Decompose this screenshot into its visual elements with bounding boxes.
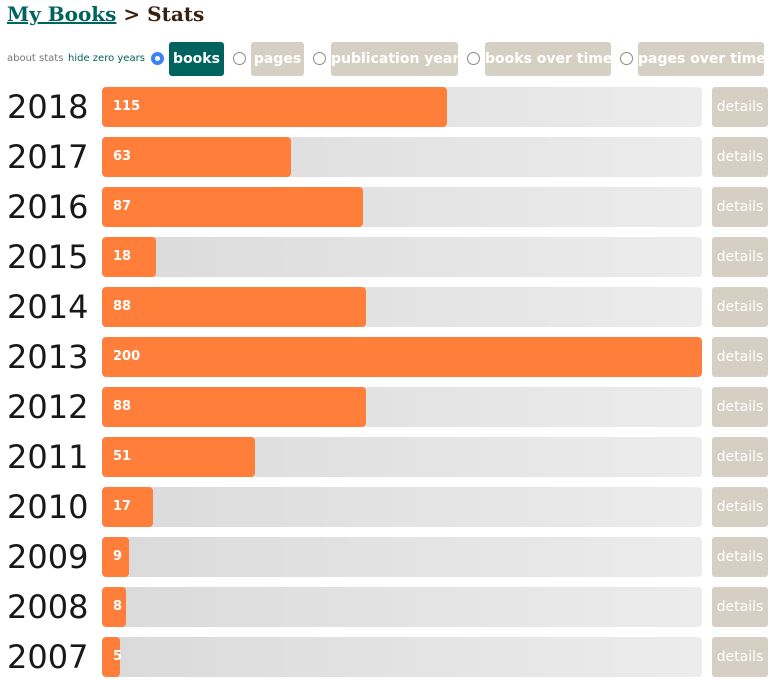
bar-2016 — [102, 187, 363, 227]
year-label: 2014 — [7, 288, 89, 326]
bar-2010 — [102, 487, 153, 527]
radio-books[interactable] — [151, 52, 164, 65]
bar-track: 9 — [102, 537, 702, 577]
year-row-2011: 2011 51 details — [0, 437, 772, 477]
stats-controls: about stats hide zero years books pages … — [0, 42, 772, 76]
details-button[interactable]: details — [712, 237, 768, 277]
details-button[interactable]: details — [712, 537, 768, 577]
year-label: 2013 — [7, 338, 89, 376]
bar-value-label: 115 — [113, 99, 141, 114]
bar-value-label: 5 — [113, 649, 123, 664]
tab-pages-over-time[interactable]: pages over time — [638, 42, 766, 76]
details-button[interactable]: details — [712, 487, 768, 527]
bar-2017 — [102, 137, 291, 177]
bar-track: 115 — [102, 87, 702, 127]
bar-value-label: 17 — [113, 499, 132, 514]
year-row-2017: 2017 63 details — [0, 137, 772, 177]
radio-publication-year[interactable] — [313, 52, 326, 65]
year-label: 2009 — [7, 538, 89, 576]
bar-2008 — [102, 587, 126, 627]
radio-pages-over-time[interactable] — [620, 52, 633, 65]
tab-pages[interactable]: pages — [251, 42, 304, 76]
details-button[interactable]: details — [712, 287, 768, 327]
about-stats-link[interactable]: about stats — [7, 53, 64, 64]
year-row-2015: 2015 18 details — [0, 237, 772, 277]
year-label: 2018 — [7, 88, 89, 126]
breadcrumb: My Books > Stats — [7, 0, 204, 28]
bar-track: 88 — [102, 387, 702, 427]
bar-track: 17 — [102, 487, 702, 527]
bar-value-label: 18 — [113, 249, 132, 264]
tab-publication-year[interactable]: publication year — [331, 42, 459, 76]
year-label: 2015 — [7, 238, 89, 276]
bar-value-label: 87 — [113, 199, 132, 214]
bar-2009 — [102, 537, 129, 577]
breadcrumb-separator: > — [123, 2, 141, 26]
tab-books-over-time[interactable]: books over time — [485, 42, 612, 76]
bar-track: 200 — [102, 337, 702, 377]
year-row-2010: 2010 17 details — [0, 487, 772, 527]
bar-2007 — [102, 637, 120, 677]
year-label: 2016 — [7, 188, 89, 226]
bar-value-label: 63 — [113, 149, 132, 164]
bar-track: 63 — [102, 137, 702, 177]
bar-track: 87 — [102, 187, 702, 227]
details-button[interactable]: details — [712, 437, 768, 477]
year-row-2008: 2008 8 details — [0, 587, 772, 627]
bar-value-label: 88 — [113, 399, 132, 414]
my-books-link[interactable]: My Books — [7, 2, 117, 26]
bar-track: 18 — [102, 237, 702, 277]
year-row-2014: 2014 88 details — [0, 287, 772, 327]
bar-track: 51 — [102, 437, 702, 477]
year-label: 2008 — [7, 588, 89, 626]
bar-value-label: 8 — [113, 599, 123, 614]
bar-2012 — [102, 387, 366, 427]
details-button[interactable]: details — [712, 637, 768, 677]
year-row-2007: 2007 5 details — [0, 637, 772, 677]
year-row-2018: 2018 115 details — [0, 87, 772, 127]
year-label: 2012 — [7, 388, 89, 426]
year-row-2009: 2009 9 details — [0, 537, 772, 577]
details-button[interactable]: details — [712, 337, 768, 377]
year-row-2016: 2016 87 details — [0, 187, 772, 227]
bar-2018 — [102, 87, 447, 127]
details-button[interactable]: details — [712, 187, 768, 227]
bar-2015 — [102, 237, 156, 277]
details-button[interactable]: details — [712, 587, 768, 627]
page-title: Stats — [147, 2, 205, 26]
details-button[interactable]: details — [712, 137, 768, 177]
bar-value-label: 200 — [113, 349, 141, 364]
bar-track: 8 — [102, 587, 702, 627]
bar-2013 — [102, 337, 702, 377]
bar-track: 5 — [102, 637, 702, 677]
tab-books[interactable]: books — [169, 42, 224, 76]
year-label: 2017 — [7, 138, 89, 176]
bar-value-label: 88 — [113, 299, 132, 314]
details-button[interactable]: details — [712, 87, 768, 127]
bar-track: 88 — [102, 287, 702, 327]
bar-value-label: 51 — [113, 449, 132, 464]
year-label: 2010 — [7, 488, 89, 526]
year-row-2012: 2012 88 details — [0, 387, 772, 427]
bar-value-label: 9 — [113, 549, 123, 564]
year-label: 2007 — [7, 638, 89, 676]
bar-2014 — [102, 287, 366, 327]
details-button[interactable]: details — [712, 387, 768, 427]
bar-2011 — [102, 437, 255, 477]
radio-pages[interactable] — [233, 52, 246, 65]
year-row-2013: 2013 200 details — [0, 337, 772, 377]
hide-zero-years-link[interactable]: hide zero years — [68, 53, 145, 64]
year-label: 2011 — [7, 438, 89, 476]
radio-books-over-time[interactable] — [467, 52, 480, 65]
